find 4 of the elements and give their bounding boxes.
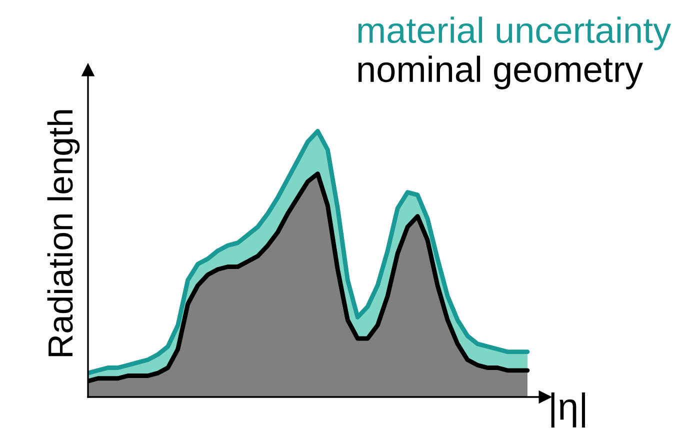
text: nominal geometry [358, 56, 643, 90]
y-axis-title: Radiation length [47, 110, 80, 356]
text: material uncertainty [358, 16, 672, 50]
x-axis-title: |η| [551, 392, 585, 428]
